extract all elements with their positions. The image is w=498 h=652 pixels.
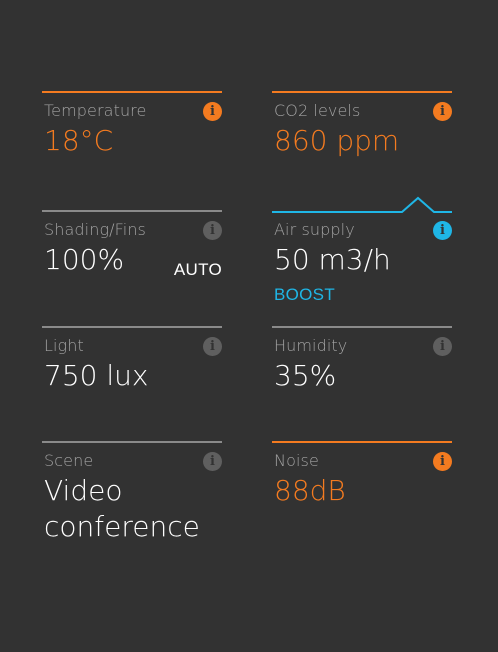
info-icon[interactable]: i: [433, 102, 452, 121]
air-supply-value: 50 m3/h: [274, 243, 391, 276]
humidity-divider: [272, 326, 452, 328]
noise-value: 88dB: [274, 474, 346, 507]
co2-value: 860 ppm: [274, 124, 400, 157]
info-icon[interactable]: i: [203, 452, 222, 471]
co2-label: CO2 levels: [274, 101, 361, 120]
shading-value: 100%: [44, 243, 125, 276]
scene-divider: [42, 441, 222, 443]
noise-divider: [272, 441, 452, 443]
humidity-label: Humidity: [274, 336, 348, 355]
air-supply-sparkline: [272, 196, 452, 213]
scene-label: Scene: [44, 451, 94, 470]
shading-label: Shading/Fins: [44, 220, 146, 239]
co2-divider: [272, 91, 452, 93]
light-divider: [42, 326, 222, 328]
noise-label: Noise: [274, 451, 319, 470]
shading-divider: [42, 210, 222, 212]
shading-mode-badge[interactable]: AUTO: [173, 260, 222, 279]
light-value: 750 lux: [44, 359, 149, 392]
info-icon[interactable]: i: [433, 221, 452, 240]
scene-value: Video conference: [44, 474, 200, 543]
light-label: Light: [44, 336, 84, 355]
info-icon[interactable]: i: [433, 452, 452, 471]
air-supply-mode-badge[interactable]: BOOST: [274, 285, 336, 304]
info-icon[interactable]: i: [203, 102, 222, 121]
humidity-value: 35%: [274, 359, 337, 392]
temperature-divider: [42, 91, 222, 93]
info-icon[interactable]: i: [203, 221, 222, 240]
temperature-label: Temperature: [44, 101, 147, 120]
info-icon[interactable]: i: [433, 337, 452, 356]
air-supply-label: Air supply: [274, 220, 355, 239]
info-icon[interactable]: i: [203, 337, 222, 356]
temperature-value: 18°C: [44, 124, 114, 157]
